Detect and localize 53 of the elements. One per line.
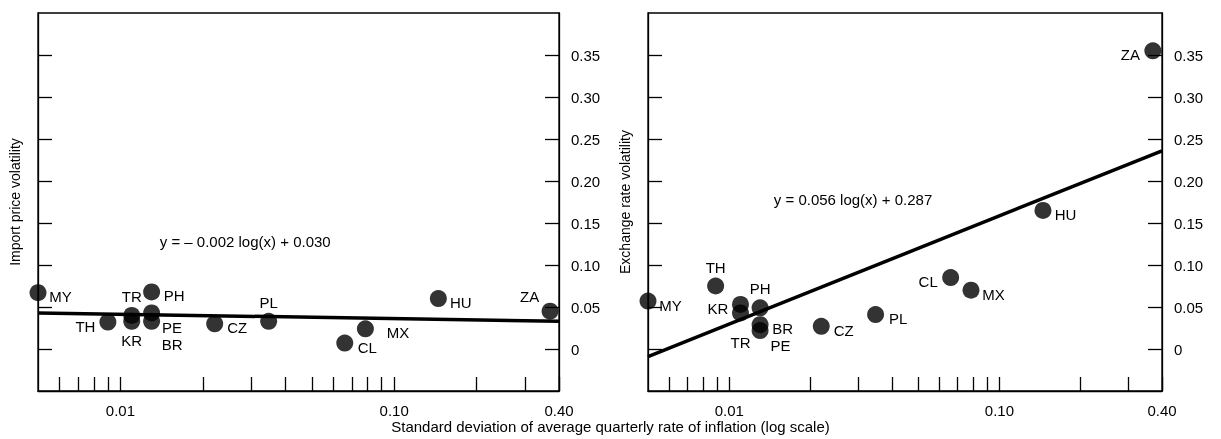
annotation: MX [386,324,410,342]
y-tick-label: 0.35 [571,46,601,64]
y-tick-label: 0.20 [571,172,601,190]
y-tick-label: 0 [571,340,580,358]
annotation: CL [357,338,377,356]
annotation: MY [659,296,682,314]
annotation: MX [982,285,1005,303]
annotation: ZA [519,287,540,305]
annotation: TH [75,317,96,335]
x-tick-label: 0.40 [544,402,574,419]
annotation: BR [161,335,183,353]
annotation: PL [259,293,278,311]
annotation: MY [49,288,72,306]
annotation: KR [121,331,143,349]
y-tick-label: 0.10 [571,256,601,274]
x-tick-label: 0.10 [379,402,409,419]
y-tick-label: 0.15 [571,214,601,232]
annotation: CZ [833,321,854,339]
annotation: TR [730,334,751,352]
y-tick-label: 0.10 [1174,256,1204,274]
y-axis-title: Import price volatility [7,138,23,266]
annotation: TR [121,287,142,305]
annotation: TH [705,258,726,276]
annotation: PE [770,337,791,355]
y-tick-label: 0.05 [571,298,601,316]
y-tick-label: 0 [1174,340,1183,358]
annotation: PE [162,319,183,337]
x-axis-title: Standard deviation of average quarterly rate of inflation (log scale) [390,418,831,435]
annotation: PH [163,287,185,305]
x-tick-label: 0.01 [714,402,744,419]
y-tick-label: 0.25 [1174,130,1204,148]
x-tick-label: 0.01 [105,402,136,419]
y-tick-label: 0.15 [1174,214,1204,232]
annotation: ZA [1120,46,1140,64]
annotation: HU [1054,205,1077,223]
annotation: PH [749,280,771,298]
annotation: y = – 0.002 log(x) + 0.030 [159,232,331,250]
y-tick-label: 0.05 [1174,298,1204,316]
y-tick-label: 0.20 [1174,172,1204,190]
annotation: HU [450,294,472,312]
y-tick-label: 0.35 [1174,46,1204,64]
x-tick-label: 0.40 [1147,402,1177,419]
annotation: PL [888,310,908,328]
y-tick-label: 0.30 [1174,88,1204,106]
annotation: CL [918,273,938,291]
y-tick-label: 0.25 [571,130,601,148]
annotation: y = 0.056 log(x) + 0.287 [773,190,933,208]
annotation: BR [772,320,794,338]
y-tick-label: 0.30 [571,88,601,106]
x-tick-label: 0.10 [984,402,1014,419]
annotation: KR [707,299,729,317]
annotation: CZ [227,319,248,337]
y-axis-title: Exchange rate volatility [617,130,633,274]
